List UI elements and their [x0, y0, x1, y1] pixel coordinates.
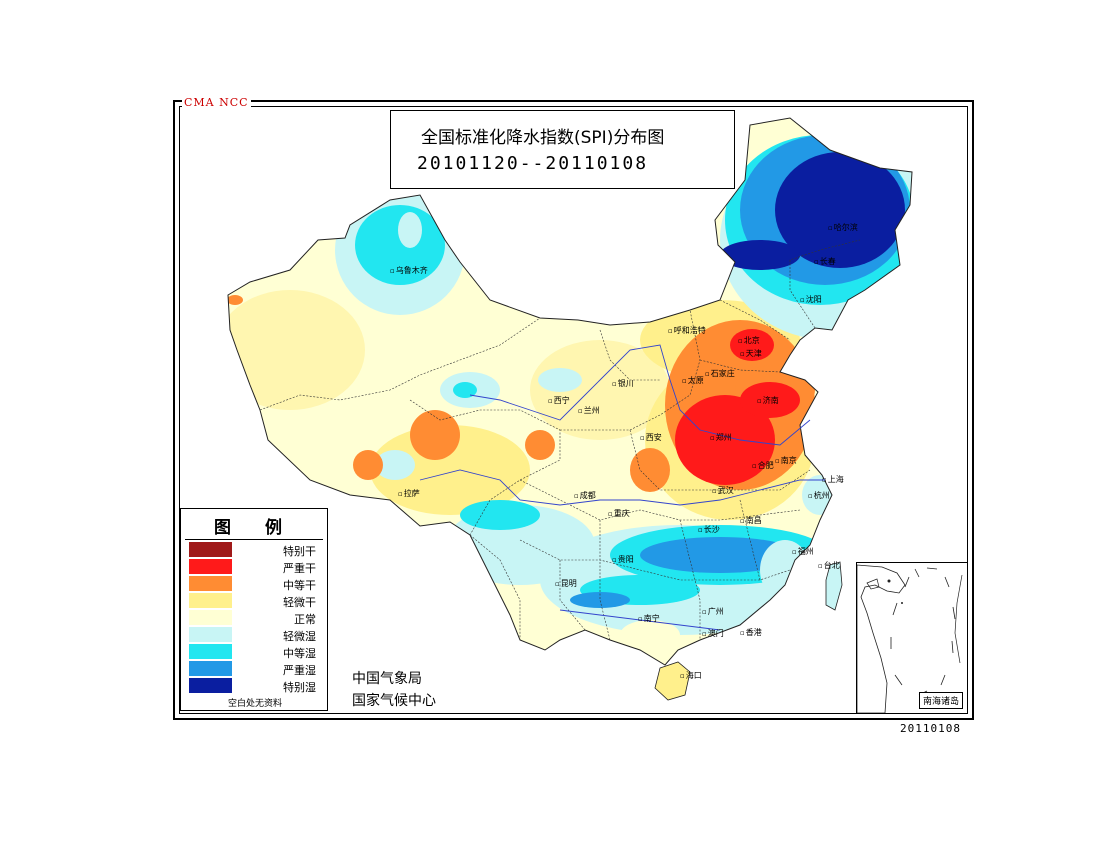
- city-label: 福州: [792, 546, 814, 557]
- city-label: 西宁: [548, 395, 570, 406]
- legend-swatch: [189, 627, 232, 642]
- legend-label: 特别干: [283, 545, 316, 558]
- city-label: 兰州: [578, 405, 600, 416]
- legend-item: 严重湿: [189, 661, 324, 678]
- city-label: 重庆: [608, 508, 630, 519]
- legend-swatch: [189, 678, 232, 693]
- agency-block: 中国气象局 国家气候中心: [352, 668, 436, 712]
- agency-cma: 中国气象局: [352, 671, 422, 687]
- legend-label: 严重湿: [283, 664, 316, 677]
- city-label: 乌鲁木齐: [390, 265, 428, 276]
- city-label: 香港: [740, 627, 762, 638]
- city-label: 贵阳: [612, 554, 634, 565]
- city-label: 拉萨: [398, 488, 420, 499]
- city-label: 台北: [818, 560, 840, 571]
- city-label: 澳门: [702, 628, 724, 639]
- legend-item: 特别湿: [189, 678, 324, 695]
- legend-swatch: [189, 610, 232, 625]
- taiwan-island: [825, 561, 843, 611]
- legend-item: 轻微湿: [189, 627, 324, 644]
- city-label: 北京: [738, 335, 760, 346]
- cma-ncc-tag: CMA NCC: [182, 96, 251, 109]
- south-china-sea-inset: 南海诸岛: [856, 562, 968, 714]
- legend-item: 中等湿: [189, 644, 324, 661]
- legend: 图 例 特别干 严重干 中等干 轻微干 正常 轻微湿 中等湿 严重湿 特别湿 空…: [180, 508, 328, 711]
- city-label: 太原: [682, 375, 704, 386]
- legend-item: 轻微干: [189, 593, 324, 610]
- legend-note: 空白处无资料: [227, 699, 282, 709]
- legend-label: 正常: [294, 613, 316, 626]
- city-label: 成都: [574, 490, 596, 501]
- map-title: 全国标准化降水指数(SPI)分布图: [421, 128, 665, 148]
- city-label: 昆明: [555, 578, 577, 589]
- legend-label: 特别湿: [283, 681, 316, 694]
- city-label: 呼和浩特: [668, 325, 706, 336]
- legend-item: 特别干: [189, 542, 324, 559]
- city-label: 合肥: [752, 460, 774, 471]
- legend-divider: [185, 539, 323, 540]
- legend-swatch: [189, 542, 232, 557]
- legend-item: 正常: [189, 610, 324, 627]
- map-period: 20101120--20110108: [417, 153, 649, 174]
- date-stamp: 20110108: [900, 722, 961, 735]
- city-label: 南京: [775, 455, 797, 466]
- city-label: 天津: [740, 348, 762, 359]
- legend-label: 轻微干: [283, 596, 316, 609]
- legend-swatch: [189, 644, 232, 659]
- agency-ncc: 国家气候中心: [352, 693, 436, 709]
- legend-label: 中等干: [283, 579, 316, 592]
- legend-label: 中等湿: [283, 647, 316, 660]
- city-label: 广州: [702, 606, 724, 617]
- city-label: 上海: [822, 474, 844, 485]
- legend-item: 严重干: [189, 559, 324, 576]
- city-label: 郑州: [710, 432, 732, 443]
- city-label: 石家庄: [705, 368, 735, 379]
- legend-swatch: [189, 593, 232, 608]
- city-label: 海口: [680, 670, 702, 681]
- legend-title: 图 例: [214, 518, 296, 538]
- legend-item: 中等干: [189, 576, 324, 593]
- city-label: 南昌: [740, 515, 762, 526]
- city-label: 长春: [814, 256, 836, 267]
- city-label: 长沙: [698, 524, 720, 535]
- city-label: 沈阳: [800, 294, 822, 305]
- legend-swatch: [189, 661, 232, 676]
- legend-swatch: [189, 559, 232, 574]
- city-label: 南宁: [638, 613, 660, 624]
- city-label: 济南: [757, 395, 779, 406]
- legend-swatch: [189, 576, 232, 591]
- city-label: 哈尔滨: [828, 222, 858, 233]
- inset-map: [857, 564, 963, 713]
- map-frame-inner: [179, 106, 968, 714]
- city-label: 西安: [640, 432, 662, 443]
- city-label: 杭州: [808, 490, 830, 501]
- city-label: 银川: [612, 378, 634, 389]
- province-boundaries: [259, 239, 861, 641]
- legend-label: 轻微湿: [283, 630, 316, 643]
- title-box: 全国标准化降水指数(SPI)分布图 20101120--20110108: [390, 110, 735, 189]
- inset-label: 南海诸岛: [918, 692, 963, 709]
- hainan-island: [654, 661, 691, 701]
- city-label: 武汉: [712, 485, 734, 496]
- legend-label: 严重干: [283, 562, 316, 575]
